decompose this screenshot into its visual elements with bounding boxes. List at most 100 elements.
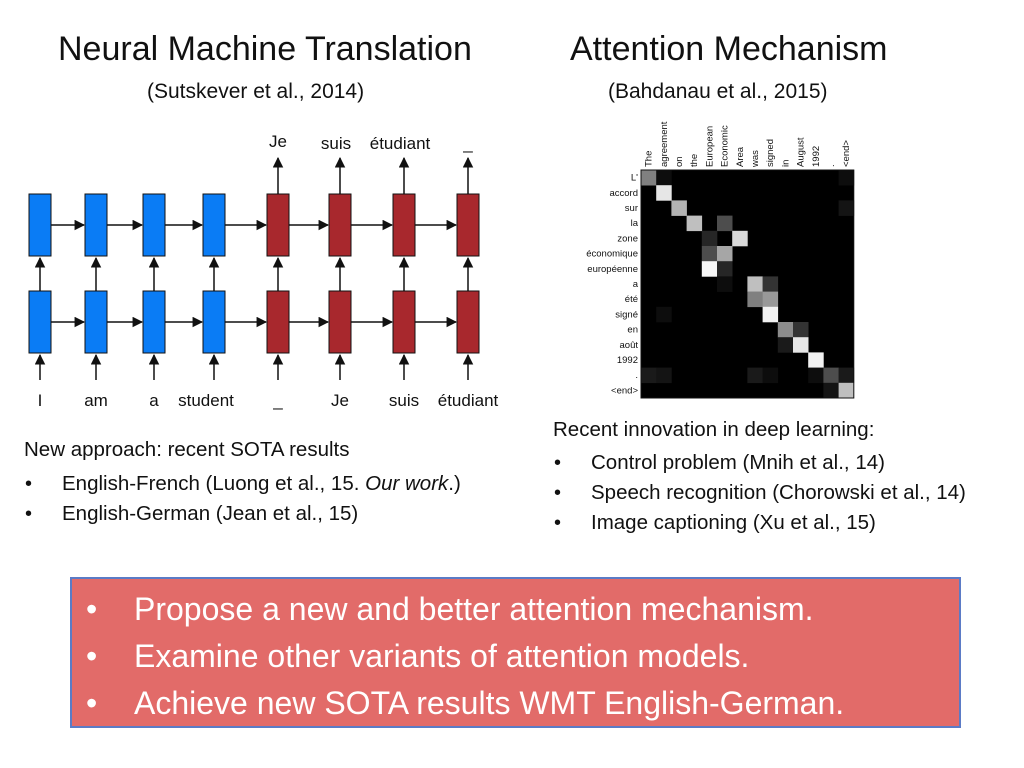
heatmap-x-label: the (689, 154, 700, 167)
heatmap-y-label: sur (625, 203, 638, 214)
input-word: student (178, 391, 234, 410)
heatmap-x-label: Area (735, 146, 746, 167)
sota-item-text: English-French (Luong et al., 15. Our wo… (62, 472, 461, 495)
heatmap-cell (747, 291, 763, 308)
heatmap-cell (762, 306, 779, 323)
heatmap-cell (701, 230, 718, 247)
innovation-item-text: Image captioning (Xu et al., 15) (591, 511, 876, 534)
heatmap-cell (762, 367, 779, 384)
heatmap-y-label: . (635, 370, 638, 381)
bullet-glyph: • (86, 685, 98, 721)
heatmap-x-label: August (796, 137, 807, 167)
heatmap-cell (732, 230, 748, 247)
heatmap-cell (762, 291, 779, 308)
bullet-glyph: • (554, 482, 562, 504)
heatmap-cell (777, 322, 794, 338)
heatmap-y-label: la (631, 218, 639, 229)
heatmap-x-label: signed (765, 139, 776, 167)
attention-citation: (Bahdanau et al., 2015) (608, 80, 828, 103)
heatmap-cell (793, 337, 809, 353)
heatmap-cell (747, 276, 763, 292)
our-work-emphasis: Our work (365, 472, 449, 495)
heatmap-frame (640, 169, 855, 399)
innovation-heading: Recent innovation in deep learning: (553, 418, 875, 441)
heatmap-y-label: signé (615, 309, 638, 320)
heatmap-x-label: European (704, 126, 715, 167)
attention-title: Attention Mechanism (570, 30, 888, 68)
heatmap-cell (838, 170, 855, 186)
nmt-title: Neural Machine Translation (58, 30, 472, 68)
heatmap-y-label: 1992 (617, 355, 638, 366)
heatmap-y-label: a (633, 279, 639, 290)
sota-item-text: English-German (Jean et al., 15) (62, 502, 359, 525)
heatmap-x-label: agreement (659, 121, 670, 167)
output-word: suis (321, 134, 351, 153)
heatmap-cell (656, 185, 672, 201)
input-word: a (149, 391, 159, 410)
heatmap-x-label: was (750, 150, 761, 168)
input-word: suis (389, 391, 419, 410)
heatmap-x-label: on (674, 156, 685, 167)
heatmap-y-label: européenne (587, 264, 638, 275)
heatmap-cell (747, 367, 763, 384)
heatmap-cell (701, 246, 718, 262)
bullet-glyph: • (25, 473, 33, 495)
heatmap-cell (823, 367, 839, 384)
heatmap-cell (641, 367, 657, 384)
heatmap-cell (671, 200, 687, 216)
heatmap-cell (808, 352, 824, 368)
innovation-item-text: Speech recognition (Chorowski et al., 14… (591, 481, 966, 504)
heatmap-cell (686, 215, 703, 232)
goal-text: Examine other variants of attention mode… (134, 638, 750, 674)
heatmap-y-label: été (625, 294, 638, 305)
input-word: I (38, 391, 43, 410)
heatmap-x-label: 1992 (811, 146, 822, 167)
heatmap-cell (777, 337, 794, 353)
heatmap-cell (838, 382, 855, 399)
output-word: étudiant (370, 134, 431, 153)
heatmap-x-label: in (780, 160, 791, 167)
heatmap-cell (838, 200, 855, 216)
heatmap-y-label: accord (609, 188, 638, 199)
heatmap-cell (762, 276, 779, 292)
goal-text: Propose a new and better attention mecha… (134, 591, 814, 627)
heatmap-cell (823, 382, 839, 399)
input-word: Je (331, 391, 349, 410)
heatmap-cell (717, 261, 733, 277)
heatmap-y-label: en (627, 325, 638, 336)
input-word: am (84, 391, 108, 410)
heatmap-cell (656, 170, 672, 186)
bullet-glyph: • (554, 452, 562, 474)
heatmap-cell (717, 246, 733, 262)
heatmap-y-label: zone (617, 233, 638, 244)
innovation-item-text: Control problem (Mnih et al., 14) (591, 451, 885, 474)
heatmap-y-label: août (620, 340, 639, 351)
output-word: _ (462, 134, 473, 153)
goals-callout: • Propose a new and better attention mec… (70, 577, 961, 728)
bullet-glyph: • (25, 503, 33, 525)
heatmap-y-label: économique (586, 249, 638, 260)
heatmap-cell (656, 306, 672, 323)
sota-heading: New approach: recent SOTA results (24, 438, 350, 461)
heatmap-x-label: The (644, 151, 655, 167)
heatmap-cell (717, 276, 733, 292)
heatmap-cell (793, 322, 809, 338)
heatmap-x-label: . (826, 164, 837, 167)
heatmap-y-label: <end> (611, 385, 638, 396)
heatmap-cell (717, 215, 733, 232)
heatmap-cell (838, 367, 855, 384)
output-word: Je (269, 132, 287, 151)
heatmap-x-label: <end> (841, 140, 852, 167)
heatmap-y-label: L' (631, 173, 638, 184)
nmt-citation: (Sutskever et al., 2014) (147, 80, 365, 103)
heatmap-cell (656, 367, 672, 384)
input-word: _ (272, 391, 283, 410)
input-word: étudiant (438, 391, 499, 410)
heatmap-cell (701, 261, 718, 277)
bullet-glyph: • (86, 638, 98, 674)
heatmap-cell (808, 367, 824, 384)
attention-heatmap: The agreement on the European Economic Area was… (586, 121, 855, 399)
goal-text: Achieve new SOTA results WMT English-Ger… (134, 685, 845, 721)
heatmap-cell (641, 170, 657, 186)
